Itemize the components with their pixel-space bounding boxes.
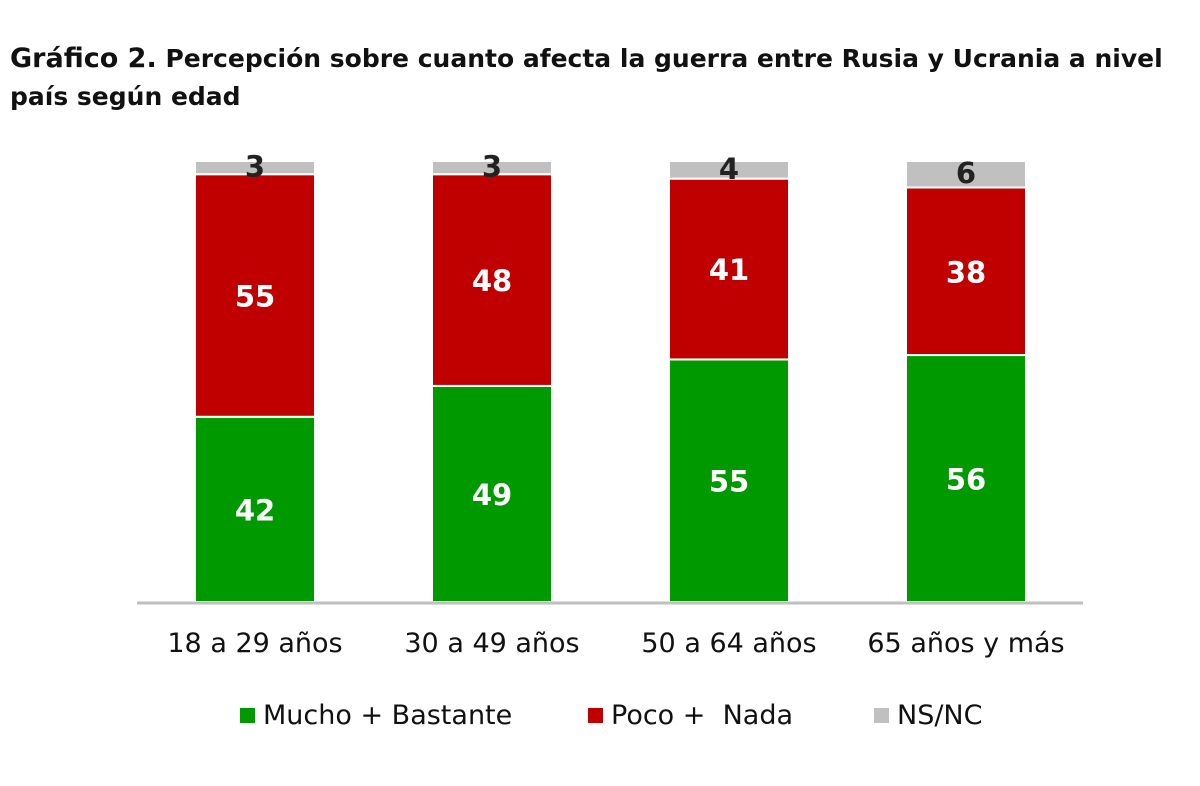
bar-ns-nc-2	[431, 160, 553, 176]
data-label-ns-nc-4: 6	[956, 156, 976, 190]
category-label-2: 30 a 49 años	[404, 628, 579, 659]
legend-label-poco-nada: Poco + Nada	[611, 700, 793, 731]
legend-item-poco-nada: Poco + Nada	[588, 700, 793, 731]
data-label-poco-nada-1: 55	[235, 280, 275, 314]
data-label-mucho-bastante-2: 49	[472, 478, 512, 512]
bar-mucho-bastante-1	[194, 415, 316, 603]
legend-swatch-mucho-bastante	[240, 708, 255, 723]
stacked-bar-chart: 42 55 3 18 a 29 años 49 48 3 30 a 49 años 55 41 4 5…	[137, 150, 1083, 659]
bar-poco-nada-1	[194, 173, 316, 418]
chart-title-text: Percepción sobre cuanto afecta la guerra…	[10, 44, 1163, 111]
bar-mucho-bastante-4	[905, 354, 1027, 604]
data-label-poco-nada-3: 41	[709, 253, 749, 287]
data-label-poco-nada-4: 38	[946, 255, 986, 289]
data-label-mucho-bastante-4: 56	[946, 463, 986, 497]
data-label-ns-nc-3: 4	[719, 152, 739, 186]
chart-title-lead: Gráfico 2.	[10, 43, 157, 74]
category-label-1: 18 a 29 años	[167, 628, 342, 659]
legend-item-ns-nc: NS/NC	[874, 700, 982, 731]
bar-ns-nc-1	[194, 160, 316, 176]
bar-poco-nada-4	[905, 186, 1027, 357]
data-label-ns-nc-1: 3	[245, 150, 265, 184]
legend-label-ns-nc: NS/NC	[897, 700, 983, 731]
legend-item-mucho-bastante: Mucho + Bastante	[240, 700, 512, 731]
legend-swatch-ns-nc	[874, 708, 889, 723]
chart-title: Gráfico 2. Percepción sobre cuanto afect…	[10, 40, 1195, 116]
category-label-4: 65 años y más	[867, 628, 1064, 659]
legend-label-mucho-bastante: Mucho + Bastante	[263, 700, 513, 731]
bar-poco-nada-3	[668, 177, 790, 361]
category-label-3: 50 a 64 años	[641, 628, 816, 659]
data-label-mucho-bastante-3: 55	[709, 465, 749, 499]
legend-swatch-poco-nada	[588, 708, 603, 723]
data-label-ns-nc-2: 3	[482, 150, 502, 184]
bar-ns-nc-3	[668, 160, 790, 180]
bar-ns-nc-4	[905, 160, 1027, 189]
chart-legend: Mucho + Bastante Poco + Nada NS/NC	[0, 700, 1200, 736]
data-label-poco-nada-2: 48	[472, 264, 512, 298]
data-label-mucho-bastante-1: 42	[235, 493, 275, 527]
